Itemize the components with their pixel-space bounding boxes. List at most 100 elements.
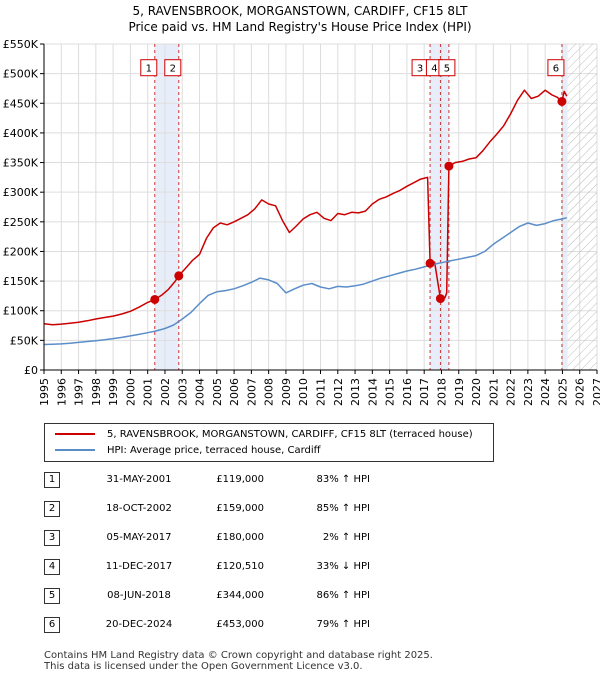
table-row: 5 08-JUN-2018 £344,000 86% ↑ HPI bbox=[44, 588, 464, 604]
tx-number: 3 bbox=[44, 530, 60, 546]
tx-date: 31-MAY-2001 bbox=[106, 474, 172, 485]
x-tick-label: 1996 bbox=[55, 378, 68, 406]
series-line-property bbox=[43, 89, 568, 326]
x-tick-label: 2002 bbox=[159, 378, 172, 406]
forecast-hatch bbox=[567, 44, 597, 370]
y-tick-label: £100K bbox=[3, 305, 39, 318]
table-row: 4 11-DEC-2017 £120,510 33% ↓ HPI bbox=[44, 559, 464, 575]
sale-band bbox=[561, 44, 568, 370]
footer-line-1: Contains HM Land Registry data © Crown c… bbox=[44, 650, 433, 661]
table-row: 2 18-OCT-2002 £159,000 85% ↑ HPI bbox=[44, 501, 464, 517]
tx-number: 4 bbox=[44, 559, 60, 575]
legend-item-hpi: HPI: Average price, terraced house, Card… bbox=[55, 443, 321, 459]
sale-point bbox=[425, 258, 435, 268]
x-tick-label: 1997 bbox=[73, 378, 86, 406]
x-tick-label: 2006 bbox=[228, 378, 241, 406]
tx-number: 2 bbox=[44, 501, 60, 517]
tx-hpi: 2% ↑ HPI bbox=[322, 532, 370, 543]
x-tick-label: 2007 bbox=[245, 378, 258, 406]
table-row: 3 05-MAY-2017 £180,000 2% ↑ HPI bbox=[44, 530, 464, 546]
sale-label: 1 bbox=[140, 59, 158, 77]
x-tick-label: 2022 bbox=[505, 378, 518, 406]
x-tick-label: 2027 bbox=[591, 378, 600, 406]
table-row: 6 20-DEC-2024 £453,000 79% ↑ HPI bbox=[44, 617, 464, 633]
sale-label-box bbox=[164, 59, 182, 77]
y-tick-label: £450K bbox=[3, 97, 39, 110]
sale-label: 5 bbox=[438, 59, 456, 77]
tx-price: £120,510 bbox=[216, 561, 264, 572]
x-tick-label: 2008 bbox=[263, 378, 276, 406]
x-tick-label: 2017 bbox=[418, 378, 431, 406]
future-hatch bbox=[567, 44, 597, 370]
footer-line-2: This data is licensed under the Open Gov… bbox=[44, 661, 363, 672]
sale-label-text: 3 bbox=[417, 64, 423, 75]
sale-label: 6 bbox=[547, 59, 565, 77]
tx-hpi: 79% ↑ HPI bbox=[316, 619, 370, 630]
grid-lines bbox=[43, 43, 598, 371]
x-tick-label: 2004 bbox=[194, 378, 207, 406]
tx-date: 08-JUN-2018 bbox=[107, 590, 171, 601]
x-tick-label: 2014 bbox=[366, 378, 379, 406]
x-tick-label: 2023 bbox=[522, 378, 535, 406]
series-lines bbox=[43, 89, 568, 346]
x-tick-label: 2010 bbox=[297, 378, 310, 406]
x-tick-label: 2021 bbox=[487, 378, 500, 406]
tx-price: £453,000 bbox=[216, 619, 264, 630]
x-tick-label: 2024 bbox=[539, 378, 552, 406]
x-tick-label: 2012 bbox=[332, 378, 345, 406]
tx-price: £180,000 bbox=[216, 532, 264, 543]
tx-number: 6 bbox=[44, 617, 60, 633]
tx-date: 05-MAY-2017 bbox=[106, 532, 172, 543]
sale-label-box bbox=[140, 59, 158, 77]
tx-hpi: 33% ↓ HPI bbox=[316, 561, 370, 572]
x-tick-label: 2003 bbox=[176, 378, 189, 406]
sale-point bbox=[174, 271, 184, 281]
tx-hpi: 83% ↑ HPI bbox=[316, 474, 370, 485]
tx-hpi: 86% ↑ HPI bbox=[316, 590, 370, 601]
sale-point bbox=[150, 294, 160, 304]
sale-label: 3 bbox=[411, 59, 429, 77]
y-tick-label: £150K bbox=[3, 275, 39, 288]
footer: Contains HM Land Registry data © Crown c… bbox=[44, 650, 433, 672]
x-tick-label: 2009 bbox=[280, 378, 293, 406]
legend: 5, RAVENSBROOK, MORGANSTOWN, CARDIFF, CF… bbox=[44, 423, 494, 462]
sale-label-text: 4 bbox=[431, 64, 437, 75]
x-tick-label: 2025 bbox=[556, 378, 569, 406]
x-tick-label: 2000 bbox=[124, 378, 137, 406]
sale-points bbox=[150, 96, 567, 304]
title-line-2: Price paid vs. HM Land Registry's House … bbox=[128, 20, 472, 34]
x-tick-label: 1998 bbox=[90, 378, 103, 406]
legend-swatch-hpi bbox=[55, 449, 95, 451]
tx-hpi: 85% ↑ HPI bbox=[316, 503, 370, 514]
y-tick-label: £350K bbox=[3, 157, 39, 170]
x-tick-label: 2016 bbox=[401, 378, 414, 406]
x-tick-label: 1995 bbox=[38, 378, 51, 406]
sale-marker-lines bbox=[154, 44, 563, 370]
sale-bands bbox=[154, 44, 568, 370]
y-tick-label: £0 bbox=[24, 364, 38, 377]
y-tick-label: £50K bbox=[10, 334, 39, 347]
legend-label-property: 5, RAVENSBROOK, MORGANSTOWN, CARDIFF, CF… bbox=[107, 429, 473, 440]
x-tick-label: 2015 bbox=[384, 378, 397, 406]
table-row: 1 31-MAY-2001 £119,000 83% ↑ HPI bbox=[44, 472, 464, 488]
x-tick-label: 2005 bbox=[211, 378, 224, 406]
x-tick-label: 2001 bbox=[142, 378, 155, 406]
tx-price: £159,000 bbox=[216, 503, 264, 514]
x-tick-label: 2018 bbox=[435, 378, 448, 406]
y-tick-label: £250K bbox=[3, 216, 39, 229]
tx-price: £119,000 bbox=[216, 474, 264, 485]
sale-band bbox=[430, 44, 449, 370]
x-tick-label: 1999 bbox=[107, 378, 120, 406]
axes: £0 £50K £100K £150K £200K £250K £300K £350K £400… bbox=[3, 38, 600, 406]
tx-date: 20-DEC-2024 bbox=[105, 619, 173, 630]
x-tick-label: 2019 bbox=[453, 378, 466, 406]
tx-date: 18-OCT-2002 bbox=[106, 503, 172, 514]
y-tick-label: £300K bbox=[3, 186, 39, 199]
x-tick-label: 2011 bbox=[315, 378, 328, 406]
sale-label-box bbox=[438, 59, 456, 77]
sale-label-text: 1 bbox=[146, 64, 152, 75]
sale-point bbox=[444, 161, 454, 171]
sale-label-text: 5 bbox=[444, 64, 450, 75]
x-tick-label: 2026 bbox=[574, 378, 587, 406]
